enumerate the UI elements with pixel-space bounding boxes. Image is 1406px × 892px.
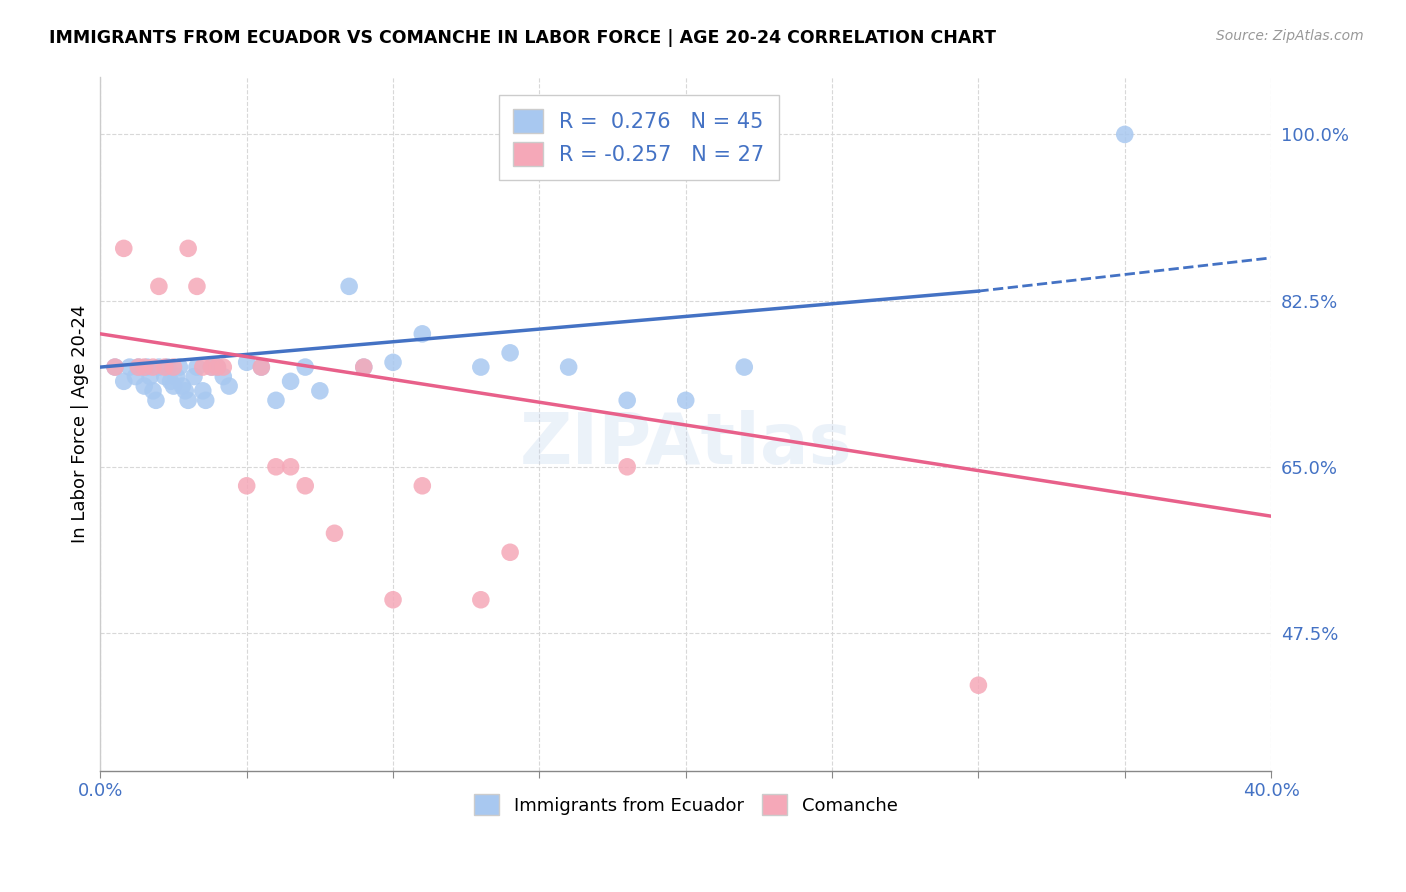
Point — [139, 369, 162, 384]
Point — [134, 360, 156, 375]
Point — [616, 393, 638, 408]
Point — [153, 369, 176, 384]
Point — [112, 375, 135, 389]
Point — [499, 346, 522, 360]
Point — [191, 384, 214, 398]
Point — [323, 526, 346, 541]
Point — [280, 375, 302, 389]
Point — [153, 360, 176, 375]
Point — [104, 360, 127, 375]
Point — [127, 360, 149, 375]
Text: IMMIGRANTS FROM ECUADOR VS COMANCHE IN LABOR FORCE | AGE 20-24 CORRELATION CHART: IMMIGRANTS FROM ECUADOR VS COMANCHE IN L… — [49, 29, 997, 46]
Point — [557, 360, 579, 375]
Point — [309, 384, 332, 398]
Point — [200, 360, 222, 375]
Point — [124, 369, 146, 384]
Point — [733, 360, 755, 375]
Point — [353, 360, 375, 375]
Point — [162, 379, 184, 393]
Point — [191, 360, 214, 375]
Point — [127, 360, 149, 375]
Point — [218, 379, 240, 393]
Point — [675, 393, 697, 408]
Point — [104, 360, 127, 375]
Point — [294, 479, 316, 493]
Point — [174, 384, 197, 398]
Point — [967, 678, 990, 692]
Point — [264, 459, 287, 474]
Point — [250, 360, 273, 375]
Point — [177, 241, 200, 255]
Point — [212, 360, 235, 375]
Point — [337, 279, 360, 293]
Point — [499, 545, 522, 559]
Y-axis label: In Labor Force | Age 20-24: In Labor Force | Age 20-24 — [72, 305, 89, 543]
Text: Source: ZipAtlas.com: Source: ZipAtlas.com — [1216, 29, 1364, 43]
Point — [264, 393, 287, 408]
Point — [162, 360, 184, 375]
Point — [353, 360, 375, 375]
Point — [169, 360, 191, 375]
Point — [411, 479, 433, 493]
Point — [194, 393, 217, 408]
Point — [165, 369, 187, 384]
Point — [280, 459, 302, 474]
Point — [142, 360, 165, 375]
Point — [382, 355, 405, 369]
Point — [235, 355, 257, 369]
Point — [616, 459, 638, 474]
Point — [159, 375, 181, 389]
Legend: Immigrants from Ecuador, Comanche: Immigrants from Ecuador, Comanche — [465, 785, 907, 824]
Point — [142, 384, 165, 398]
Point — [112, 241, 135, 255]
Point — [235, 479, 257, 493]
Text: ZIPAtlas: ZIPAtlas — [519, 410, 852, 479]
Point — [186, 279, 208, 293]
Point — [148, 360, 170, 375]
Point — [1114, 128, 1136, 142]
Point — [118, 360, 141, 375]
Point — [207, 360, 229, 375]
Point — [250, 360, 273, 375]
Point — [411, 326, 433, 341]
Point — [156, 360, 179, 375]
Point — [207, 360, 229, 375]
Point — [183, 369, 205, 384]
Point — [134, 379, 156, 393]
Point — [200, 360, 222, 375]
Point — [148, 279, 170, 293]
Point — [470, 592, 492, 607]
Point — [212, 369, 235, 384]
Point — [294, 360, 316, 375]
Point — [172, 379, 194, 393]
Point — [145, 393, 167, 408]
Point — [470, 360, 492, 375]
Point — [136, 360, 159, 375]
Point — [177, 393, 200, 408]
Point — [382, 592, 405, 607]
Point — [186, 360, 208, 375]
